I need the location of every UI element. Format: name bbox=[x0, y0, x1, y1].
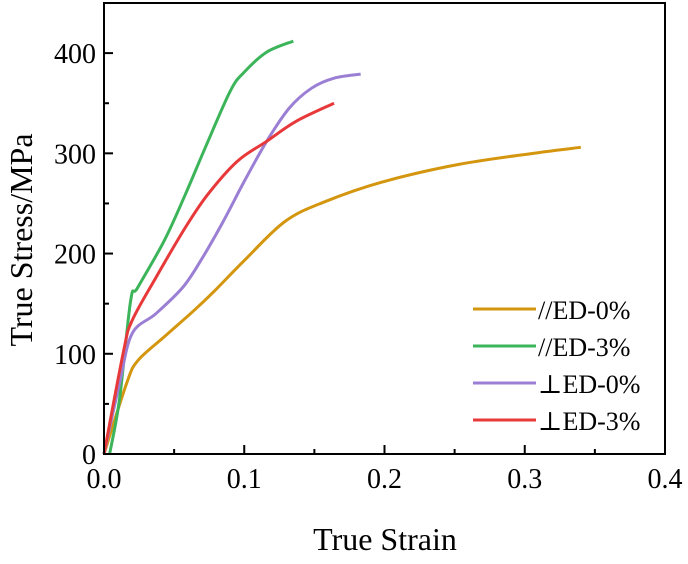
y-tick-label: 100 bbox=[54, 340, 96, 371]
y-tick-label: 200 bbox=[54, 240, 96, 271]
series-line bbox=[102, 72, 361, 455]
x-axis-label: True Strain bbox=[313, 521, 457, 557]
legend-label: //ED-0% bbox=[538, 296, 630, 325]
axis-ticks: 0.0 0.1 0.2 0.3 0.4 0 100 200 300 400 bbox=[54, 2, 683, 495]
legend-label: //ED-3% bbox=[538, 333, 630, 362]
x-tick-label: 0.4 bbox=[648, 464, 683, 495]
legend-label: ⊥ED-0% bbox=[538, 370, 640, 399]
curves bbox=[102, 39, 582, 455]
y-tick-label: 0 bbox=[82, 440, 96, 471]
series-line bbox=[108, 39, 294, 455]
legend: //ED-0% //ED-3% ⊥ED-0% ⊥ED-3% bbox=[473, 296, 640, 436]
x-tick-label: 0.2 bbox=[367, 464, 402, 495]
series-line bbox=[102, 101, 335, 455]
x-tick-label: 0.3 bbox=[507, 464, 542, 495]
x-tick-label: 0.1 bbox=[227, 464, 262, 495]
y-tick-label: 300 bbox=[54, 139, 96, 170]
x-tick-label: 0.0 bbox=[87, 464, 122, 495]
y-axis-label: True Stress/MPa bbox=[3, 133, 39, 346]
y-tick-label: 400 bbox=[54, 39, 96, 70]
series-line bbox=[102, 145, 582, 455]
legend-label: ⊥ED-3% bbox=[538, 407, 640, 436]
